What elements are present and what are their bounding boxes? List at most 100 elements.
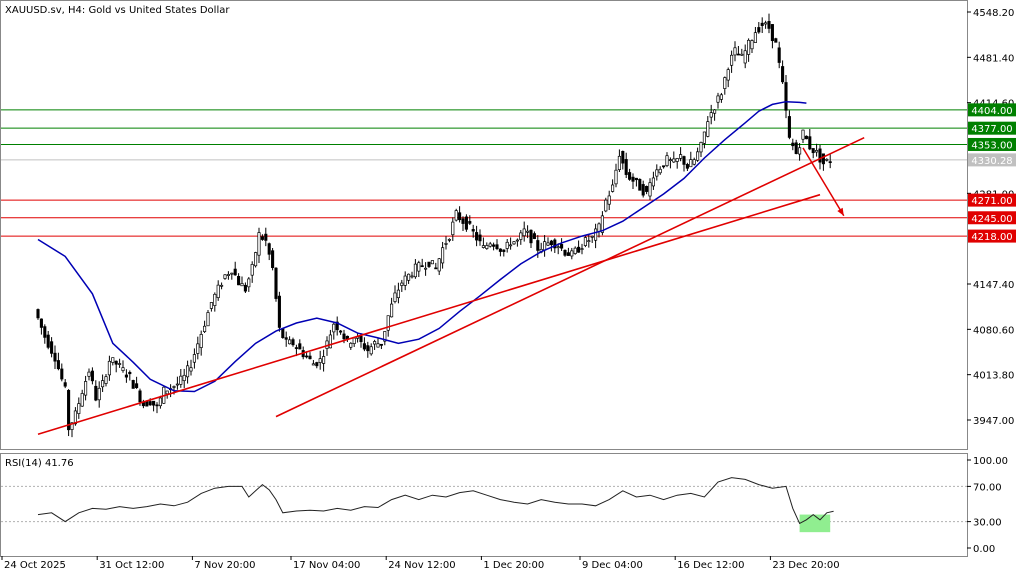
candle-body [750, 40, 754, 50]
candle-body [223, 274, 227, 279]
candle-body [617, 155, 621, 170]
candle-body [124, 374, 128, 378]
candle-body [757, 27, 761, 33]
candle-body [213, 293, 217, 306]
candle-body [808, 136, 812, 150]
candle-body [182, 374, 186, 382]
candle-body [573, 247, 577, 254]
candle-body [570, 250, 574, 257]
candle-body [97, 387, 101, 401]
candle-body [104, 376, 108, 384]
candle-body [230, 272, 234, 275]
candle-body [774, 38, 778, 43]
candle-body [706, 121, 710, 137]
candle-body [203, 325, 207, 332]
candle-body [454, 210, 458, 221]
candle-body [498, 248, 502, 252]
candle-body [743, 50, 747, 64]
candle-body [379, 343, 383, 346]
candle-body [543, 241, 547, 251]
candle-body [233, 268, 237, 276]
candle-body [332, 323, 336, 333]
price-axis-label: 4013.80 [973, 371, 1014, 382]
candle-body [811, 148, 815, 154]
candle-body [311, 363, 315, 366]
candle-body [475, 232, 479, 241]
candle-body [764, 22, 768, 25]
candle-body [186, 365, 190, 378]
candle-body [522, 228, 526, 237]
candle-body [328, 334, 332, 349]
candle-body [668, 159, 672, 161]
level-label-box [968, 103, 1016, 117]
candle-body [400, 282, 404, 286]
candle-body [662, 165, 666, 168]
candle-body [549, 240, 553, 246]
candle-body [165, 390, 169, 395]
candle-body [464, 216, 468, 230]
candle-body [468, 221, 472, 224]
candle-body [274, 267, 278, 299]
candle-body [50, 341, 54, 354]
candle-body [291, 339, 295, 346]
candle-body [373, 341, 377, 345]
candle-body [577, 246, 581, 253]
level-label: 4218.00 [971, 232, 1012, 243]
candle-body [271, 250, 275, 268]
candle-body [634, 177, 638, 181]
candle-body [699, 141, 703, 153]
level-label-box [968, 211, 1016, 225]
candle-body [777, 47, 781, 63]
candle-body [665, 155, 669, 166]
axis-layer: 4548.204481.404414.604281.004147.404080.… [1, 8, 1016, 571]
candle-body [63, 382, 67, 387]
candle-body [560, 244, 564, 249]
price-pane-frame [0, 0, 968, 450]
candle-body [277, 295, 281, 328]
rsi-title: RSI(14) 41.76 [5, 458, 74, 469]
candle-body [90, 370, 94, 382]
time-axis-label: 24 Oct 2025 [4, 560, 66, 571]
candle-body [784, 82, 788, 111]
candle-body [107, 360, 111, 376]
candle-body [444, 243, 448, 245]
candle-body [430, 260, 434, 265]
candle-body [828, 161, 832, 164]
candle-body [709, 112, 713, 118]
candle-body [189, 367, 193, 372]
time-axis-label: 31 Oct 12:00 [99, 560, 164, 571]
candle-body [247, 278, 251, 288]
candle-body [288, 339, 292, 345]
candle-body [526, 230, 530, 233]
candle-body [424, 267, 428, 270]
candle-body [512, 241, 516, 245]
time-axis-label: 1 Dec 20:00 [483, 560, 544, 571]
candle-body [519, 232, 523, 240]
candle-body [216, 284, 220, 299]
candle-body [80, 393, 84, 407]
candle-body [730, 54, 734, 66]
candle-body [787, 116, 791, 138]
candle-body [196, 343, 200, 354]
candle-body [607, 195, 611, 205]
candle-body [70, 422, 74, 430]
candle-body [209, 302, 213, 309]
rsi-axis-label: 30.00 [973, 518, 1002, 529]
candle-body [152, 400, 156, 406]
candle-body [505, 241, 509, 249]
candle-body [407, 273, 411, 281]
candle-body [172, 386, 176, 388]
candle-body [641, 184, 645, 196]
candle-body [362, 343, 366, 350]
candle-body [322, 356, 326, 364]
candle-body [458, 212, 462, 221]
level-label-box [968, 229, 1016, 243]
candle-body [553, 239, 557, 249]
trendline [275, 136, 865, 418]
candle-body [250, 264, 254, 276]
candle-body [264, 233, 268, 241]
current-price-label: 4330.28 [971, 156, 1012, 167]
candle-body [648, 182, 652, 197]
